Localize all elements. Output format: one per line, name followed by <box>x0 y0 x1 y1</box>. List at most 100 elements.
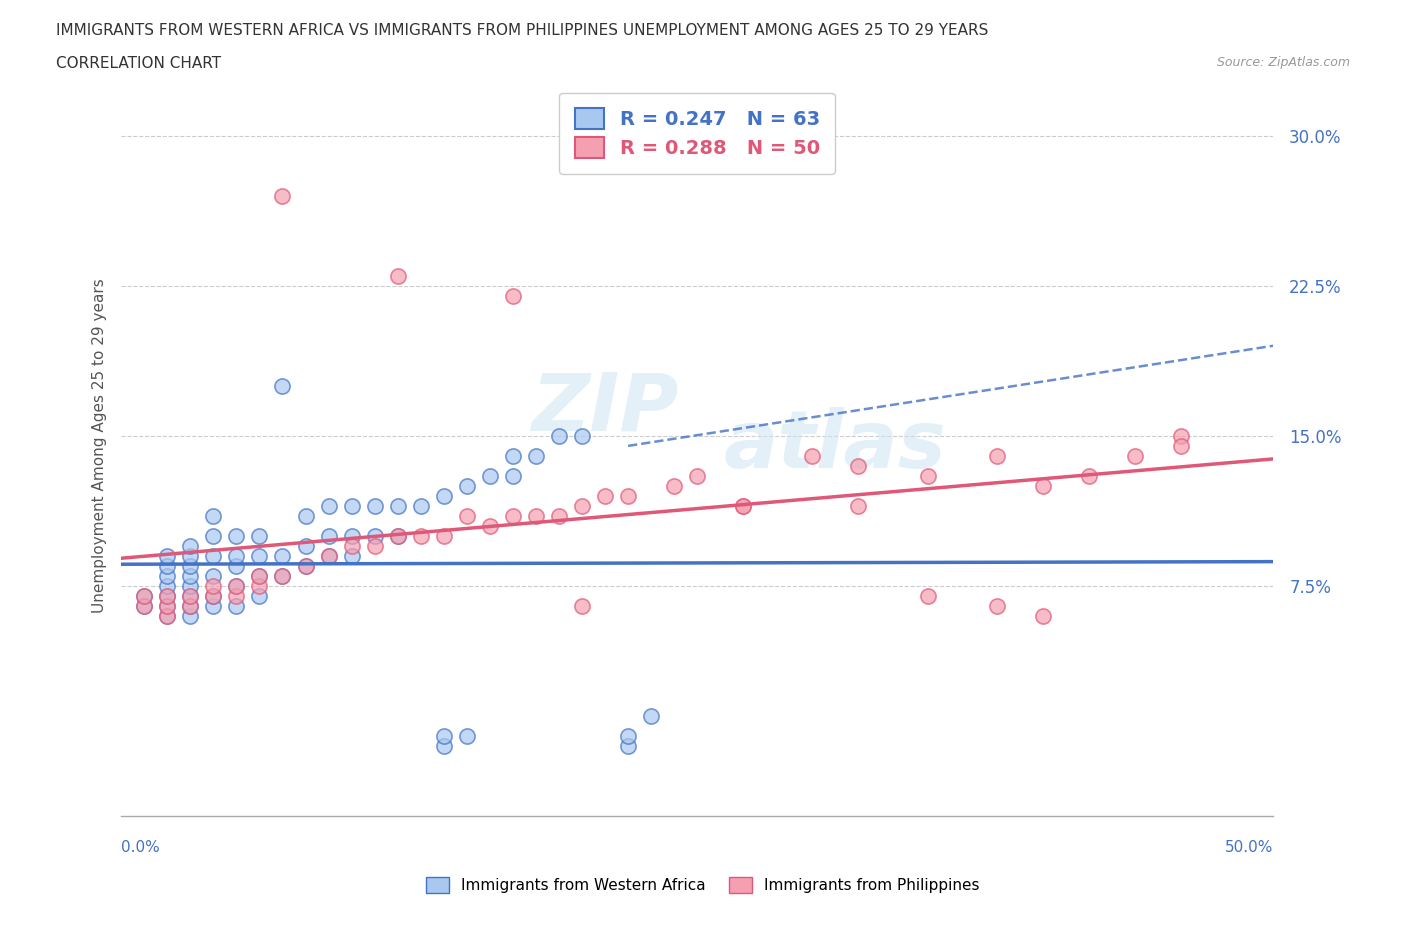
Point <box>801 448 824 463</box>
Point <box>294 559 316 574</box>
Point <box>225 599 247 614</box>
Point <box>1032 479 1054 494</box>
Point <box>502 288 524 303</box>
Point <box>387 498 409 513</box>
Point <box>1170 438 1192 453</box>
Point <box>156 599 179 614</box>
Point <box>548 509 571 524</box>
Point <box>733 498 755 513</box>
Point <box>156 549 179 564</box>
Point <box>179 589 201 604</box>
Point <box>318 549 340 564</box>
Point <box>202 578 225 593</box>
Point <box>387 268 409 283</box>
Point <box>294 538 316 553</box>
Point <box>363 528 385 543</box>
Point <box>733 498 755 513</box>
Point <box>571 498 593 513</box>
Point <box>478 469 501 484</box>
Point <box>202 599 225 614</box>
Point <box>271 549 294 564</box>
Point <box>318 498 340 513</box>
Point <box>433 729 456 744</box>
Point <box>225 578 247 593</box>
Point <box>156 599 179 614</box>
Point <box>249 589 271 604</box>
Point <box>1170 429 1192 444</box>
Point <box>249 528 271 543</box>
Point <box>433 738 456 753</box>
Point <box>179 538 201 553</box>
Point <box>640 709 662 724</box>
Point <box>318 549 340 564</box>
Point <box>134 599 156 614</box>
Point <box>156 589 179 604</box>
Point <box>134 589 156 604</box>
Point <box>409 498 432 513</box>
Text: IMMIGRANTS FROM WESTERN AFRICA VS IMMIGRANTS FROM PHILIPPINES UNEMPLOYMENT AMONG: IMMIGRANTS FROM WESTERN AFRICA VS IMMIGR… <box>56 23 988 38</box>
Point <box>617 488 640 503</box>
Point <box>179 559 201 574</box>
Point <box>409 528 432 543</box>
Point <box>156 559 179 574</box>
Point <box>524 509 547 524</box>
Text: atlas: atlas <box>724 407 946 485</box>
Point <box>456 729 478 744</box>
Point <box>363 538 385 553</box>
Point <box>593 488 616 503</box>
Point <box>986 448 1008 463</box>
Point <box>271 379 294 393</box>
Legend: Immigrants from Western Africa, Immigrants from Philippines: Immigrants from Western Africa, Immigran… <box>420 870 986 899</box>
Text: CORRELATION CHART: CORRELATION CHART <box>56 56 221 71</box>
Point <box>1077 469 1099 484</box>
Point <box>156 589 179 604</box>
Point <box>478 519 501 534</box>
Point <box>456 509 478 524</box>
Point <box>179 568 201 583</box>
Point <box>202 568 225 583</box>
Text: ZIP: ZIP <box>531 370 679 448</box>
Point <box>571 599 593 614</box>
Point <box>318 528 340 543</box>
Point <box>249 578 271 593</box>
Point <box>202 589 225 604</box>
Point <box>363 498 385 513</box>
Point <box>225 589 247 604</box>
Point <box>134 589 156 604</box>
Point <box>686 469 709 484</box>
Point <box>456 479 478 494</box>
Point <box>502 509 524 524</box>
Point <box>271 188 294 203</box>
Point <box>225 549 247 564</box>
Point <box>249 568 271 583</box>
Point <box>179 608 201 623</box>
Point <box>156 568 179 583</box>
Point <box>179 589 201 604</box>
Point <box>524 448 547 463</box>
Point <box>134 599 156 614</box>
Point <box>271 568 294 583</box>
Y-axis label: Unemployment Among Ages 25 to 29 years: Unemployment Among Ages 25 to 29 years <box>93 278 107 613</box>
Point <box>202 509 225 524</box>
Point <box>271 568 294 583</box>
Point <box>986 599 1008 614</box>
Point <box>225 559 247 574</box>
Point <box>387 528 409 543</box>
Point <box>917 469 939 484</box>
Point <box>433 528 456 543</box>
Point <box>340 538 363 553</box>
Point <box>848 498 870 513</box>
Point <box>249 568 271 583</box>
Point <box>156 608 179 623</box>
Point <box>1123 448 1146 463</box>
Point <box>179 578 201 593</box>
Point <box>917 589 939 604</box>
Point <box>179 599 201 614</box>
Point <box>202 528 225 543</box>
Point <box>249 549 271 564</box>
Point <box>156 608 179 623</box>
Point <box>548 429 571 444</box>
Text: Source: ZipAtlas.com: Source: ZipAtlas.com <box>1216 56 1350 69</box>
Text: 50.0%: 50.0% <box>1225 841 1274 856</box>
Legend: R = 0.247   N = 63, R = 0.288   N = 50: R = 0.247 N = 63, R = 0.288 N = 50 <box>560 93 835 174</box>
